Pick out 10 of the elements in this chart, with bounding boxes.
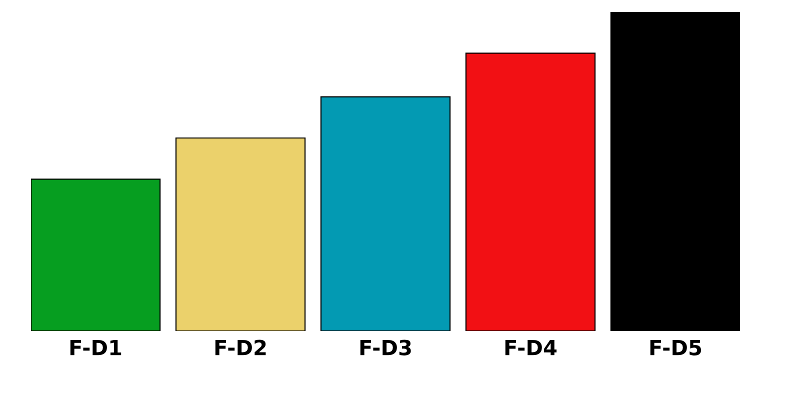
x-tick-label: F-D2 bbox=[215, 340, 266, 356]
bar bbox=[320, 96, 451, 331]
x-tick-label: F-D3 bbox=[360, 340, 411, 356]
x-tick-label: F-D4 bbox=[505, 340, 557, 356]
bar bbox=[610, 12, 740, 331]
bar bbox=[175, 137, 306, 331]
bar bbox=[31, 178, 161, 331]
bar bbox=[465, 52, 596, 331]
x-tick-label: F-D1 bbox=[70, 340, 122, 356]
x-tick-label: F-D5 bbox=[650, 340, 702, 356]
